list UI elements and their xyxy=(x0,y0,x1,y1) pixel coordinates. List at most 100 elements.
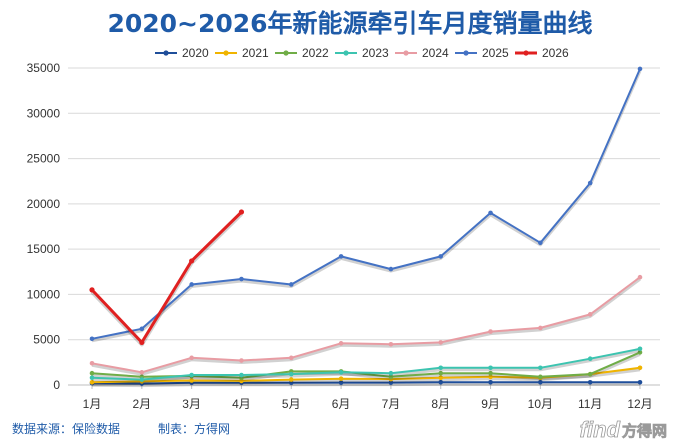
series-2025 xyxy=(89,66,643,343)
series-lines xyxy=(89,66,643,388)
data-point-2022 xyxy=(388,374,394,380)
series-2026 xyxy=(89,209,245,347)
x-tick-label: 9月 xyxy=(481,397,500,411)
data-point-2022 xyxy=(587,371,593,377)
legend-item-2025: 2025 xyxy=(455,46,509,60)
data-point-2020 xyxy=(637,379,643,385)
x-tick-label: 4月 xyxy=(232,397,251,411)
data-point-2023 xyxy=(637,346,643,352)
data-point-2023 xyxy=(189,372,194,378)
x-tick-label: 11月 xyxy=(578,397,602,411)
data-point-2020 xyxy=(338,380,344,385)
legend-swatch-marker xyxy=(343,50,349,56)
series-line-shadow-2021 xyxy=(91,368,641,386)
data-point-2024 xyxy=(139,370,145,375)
legend-swatch-marker xyxy=(523,50,529,56)
x-tick-label: 6月 xyxy=(332,397,351,411)
x-tick-label: 1月 xyxy=(83,397,102,411)
data-point-2025 xyxy=(538,240,543,246)
data-point-2026 xyxy=(189,258,195,264)
data-point-2022 xyxy=(637,350,643,355)
x-tick-label: 10月 xyxy=(528,397,553,411)
series-2020 xyxy=(89,379,643,388)
data-point-2022 xyxy=(438,370,444,376)
data-point-2021 xyxy=(488,374,493,380)
data-point-2024 xyxy=(587,312,593,317)
data-point-2025 xyxy=(89,336,95,342)
legend-label: 2026 xyxy=(542,46,569,60)
watermark-logo: find 方得网 xyxy=(579,417,667,443)
series-line-shadow-2022 xyxy=(91,353,641,382)
series-line-2025 xyxy=(91,68,641,340)
y-tick-label: 15000 xyxy=(27,242,61,256)
data-point-2020 xyxy=(388,380,394,385)
data-point-2021 xyxy=(637,365,643,371)
legend-label: 2023 xyxy=(362,46,389,60)
data-point-2021 xyxy=(189,378,194,383)
data-point-2022 xyxy=(89,370,95,376)
data-point-2022 xyxy=(538,374,543,380)
x-tick-label: 7月 xyxy=(382,397,401,411)
series-line-2026 xyxy=(90,210,243,344)
data-point-2023 xyxy=(139,377,145,382)
legend-label: 2024 xyxy=(422,46,449,60)
legend-swatch-marker xyxy=(163,50,169,56)
data-point-2024 xyxy=(89,360,95,366)
y-tick-label: 0 xyxy=(53,378,60,392)
data-point-2024 xyxy=(538,325,543,331)
data-source-note: 数据来源：保险数据 xyxy=(12,421,120,436)
series-line-shadow-2024 xyxy=(91,277,641,376)
x-tick-label: 8月 xyxy=(431,397,450,411)
data-point-2023 xyxy=(488,365,493,371)
data-point-2025 xyxy=(288,282,294,287)
data-point-2023 xyxy=(388,370,394,376)
legend-swatch-marker xyxy=(463,50,469,56)
watermark-site: 方得网 xyxy=(622,422,667,440)
data-point-2024 xyxy=(338,341,344,346)
x-tick-label: 3月 xyxy=(182,397,201,411)
data-point-2020 xyxy=(488,379,493,385)
data-point-2020 xyxy=(587,379,593,385)
data-point-2022 xyxy=(488,370,493,376)
data-point-2025 xyxy=(438,254,444,259)
legend-label: 2025 xyxy=(482,46,509,60)
data-point-2020 xyxy=(538,379,543,385)
data-point-2025 xyxy=(338,254,344,259)
data-point-2023 xyxy=(89,375,95,381)
data-point-2021 xyxy=(89,379,95,385)
y-tick-label: 10000 xyxy=(27,287,61,301)
data-point-2023 xyxy=(288,371,294,377)
data-point-2020 xyxy=(438,379,444,385)
data-point-2024 xyxy=(288,355,294,361)
data-point-2024 xyxy=(637,274,643,280)
data-point-2025 xyxy=(637,66,643,72)
y-tick-label: 35000 xyxy=(27,61,61,75)
data-point-2023 xyxy=(587,356,593,362)
series-2024 xyxy=(89,274,643,376)
data-point-2023 xyxy=(438,365,444,371)
y-tick-label: 20000 xyxy=(27,197,61,211)
data-point-2021 xyxy=(288,377,294,382)
legend-label: 2020 xyxy=(182,46,209,60)
table-maker-note: 制表：方得网 xyxy=(158,421,230,436)
data-point-2026 xyxy=(139,339,145,346)
legend-item-2020: 2020 xyxy=(155,46,209,60)
data-point-2025 xyxy=(139,326,145,332)
series-line-shadow-2025 xyxy=(91,70,642,343)
y-tick-label: 25000 xyxy=(27,152,61,166)
data-point-2024 xyxy=(438,340,444,345)
series-line-2024 xyxy=(91,276,641,374)
legend-swatch-marker xyxy=(283,50,289,56)
watermark-brand: find xyxy=(580,417,621,442)
data-point-2026 xyxy=(238,209,245,215)
legend-swatch-marker xyxy=(223,50,229,56)
axes: 0 5000 10000 15000 20000 25000 30000 35000 1月 2月 3… xyxy=(27,61,660,411)
data-point-2024 xyxy=(488,329,493,334)
legend-item-2026: 2026 xyxy=(515,46,569,60)
data-point-2023 xyxy=(338,370,344,375)
legend-label: 2021 xyxy=(242,46,269,60)
data-point-2021 xyxy=(239,378,244,384)
data-point-2023 xyxy=(239,372,244,378)
legend-swatch-marker xyxy=(403,50,409,56)
